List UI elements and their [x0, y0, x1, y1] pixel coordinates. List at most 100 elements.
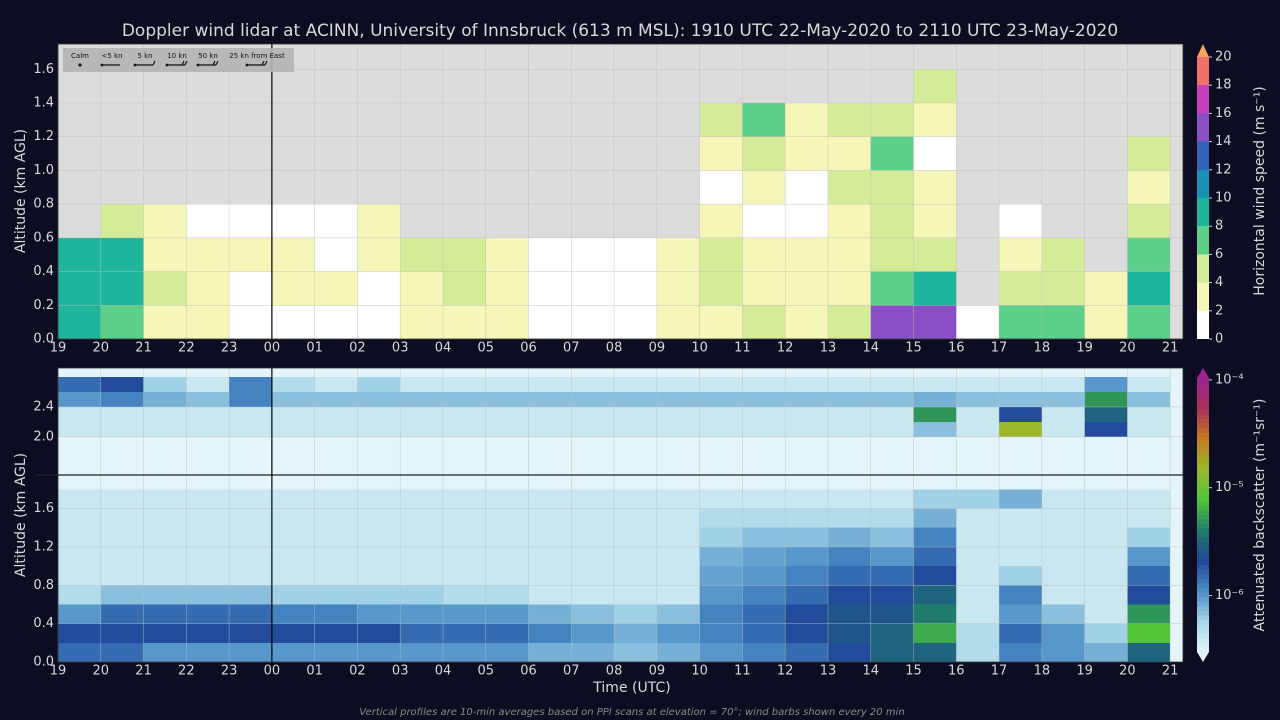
heatmap-cell	[485, 527, 529, 547]
heatmap-cell	[742, 305, 786, 339]
heatmap-cell	[614, 623, 657, 643]
heatmap-cell	[656, 271, 700, 306]
heatmap-cell	[999, 566, 1042, 586]
heatmap-cell	[1041, 566, 1085, 586]
colorbar-extend	[1197, 368, 1209, 378]
heatmap-cell	[442, 566, 486, 586]
heatmap-cell	[827, 546, 871, 567]
heatmap-cell	[870, 271, 914, 306]
barb-icon	[245, 63, 249, 67]
heatmap-cell	[999, 546, 1042, 567]
heatmap-cell	[1127, 508, 1171, 528]
heatmap-cell	[1041, 546, 1085, 567]
heatmap-cell	[528, 566, 572, 586]
heatmap-cell	[785, 642, 828, 662]
heatmap-cell	[400, 642, 443, 662]
colorbar-segment	[1197, 610, 1209, 616]
x-tick-label: 20	[93, 341, 110, 356]
heatmap-cell	[870, 604, 914, 624]
x-tick-label: 06	[520, 341, 537, 356]
colorbar-segment	[1197, 382, 1209, 388]
colorbar-segment	[1197, 378, 1209, 384]
heatmap-cell	[656, 508, 700, 528]
heatmap-cell	[143, 585, 187, 605]
x-tick-label: 20	[93, 664, 110, 679]
colorbar-segment	[1197, 405, 1209, 411]
colorbar-segment	[1197, 565, 1209, 571]
x-tick-label: 09	[649, 664, 666, 679]
colorbar-segment	[1197, 57, 1209, 86]
heatmap-cell	[827, 103, 871, 137]
heatmap-cell	[58, 527, 101, 547]
x-tick-label: 16	[948, 341, 965, 356]
barb-icon	[212, 60, 216, 66]
heatmap-cell	[143, 623, 187, 643]
colorbar-segment	[1197, 441, 1209, 447]
heatmap-cell	[913, 546, 957, 567]
heatmap-cell	[870, 623, 914, 643]
heatmap-cell	[1041, 642, 1085, 662]
heatmap-cell	[442, 421, 486, 437]
heatmap-cell	[1127, 546, 1171, 567]
heatmap-cell	[271, 642, 315, 662]
heatmap-cell	[1084, 376, 1128, 392]
heatmap-cell	[999, 527, 1042, 547]
heatmap-cell	[827, 136, 871, 171]
heatmap-cell	[699, 103, 743, 137]
colorbar-tick-label: 10⁻⁴	[1215, 372, 1244, 387]
heatmap-cell	[229, 406, 272, 422]
y-tick-label: 0.0	[33, 655, 54, 670]
heatmap-cell	[742, 623, 786, 643]
barb-icon	[133, 63, 137, 67]
heatmap-cell	[100, 376, 144, 392]
heatmap-cell	[442, 391, 486, 407]
barb-icon	[100, 63, 104, 67]
y-tick-label: 0.8	[33, 578, 54, 593]
x-tick-label: 02	[349, 341, 366, 356]
heatmap-cell	[485, 642, 529, 662]
colorbar-segment	[1197, 282, 1209, 311]
heatmap-cell	[656, 585, 700, 605]
colorbar-segment	[1197, 501, 1209, 507]
colorbar-segment	[1197, 446, 1209, 452]
colorbar-segment	[1197, 396, 1209, 402]
heatmap-cell	[827, 204, 871, 238]
heatmap-cell	[785, 489, 828, 509]
heatmap-cell	[913, 421, 957, 437]
heatmap-cell	[442, 527, 486, 547]
heatmap-cell	[699, 642, 743, 662]
heatmap-cell	[442, 623, 486, 643]
heatmap-cell	[357, 527, 401, 547]
colorbar-segment	[1197, 113, 1209, 142]
y-tick-label: 1.4	[33, 96, 54, 111]
colorbar-tick-label: 0	[1215, 332, 1223, 347]
x-tick-label: 21	[1162, 664, 1179, 679]
heatmap-cell	[442, 642, 486, 662]
figure-title: Doppler wind lidar at ACINN, University …	[122, 21, 1118, 41]
heatmap-cell	[870, 406, 914, 422]
heatmap-cell	[1127, 421, 1171, 437]
heatmap-cell	[400, 376, 443, 392]
colorbar-tick-label: 8	[1215, 219, 1223, 234]
heatmap-cell	[357, 566, 401, 586]
heatmap-cell	[913, 508, 957, 528]
colorbar-segment	[1197, 478, 1209, 484]
heatmap-cell	[571, 527, 615, 547]
heatmap-cell	[999, 421, 1042, 437]
x-tick-label: 11	[734, 341, 751, 356]
y-tick-label: 0.2	[33, 298, 54, 313]
heatmap-cell	[100, 271, 144, 306]
heatmap-cell	[528, 604, 572, 624]
heatmap-cell	[870, 546, 914, 567]
heatmap-cell	[314, 604, 358, 624]
heatmap-cell	[614, 585, 657, 605]
x-tick-label: 17	[991, 664, 1008, 679]
heatmap-cell	[357, 271, 401, 306]
heatmap-cell	[485, 566, 529, 586]
heatmap-cell	[1084, 585, 1128, 605]
heatmap-cell	[1127, 204, 1171, 238]
colorbar-segment	[1197, 432, 1209, 438]
x-tick-label: 08	[606, 664, 623, 679]
heatmap-cell	[1041, 623, 1085, 643]
heatmap-cell	[656, 604, 700, 624]
